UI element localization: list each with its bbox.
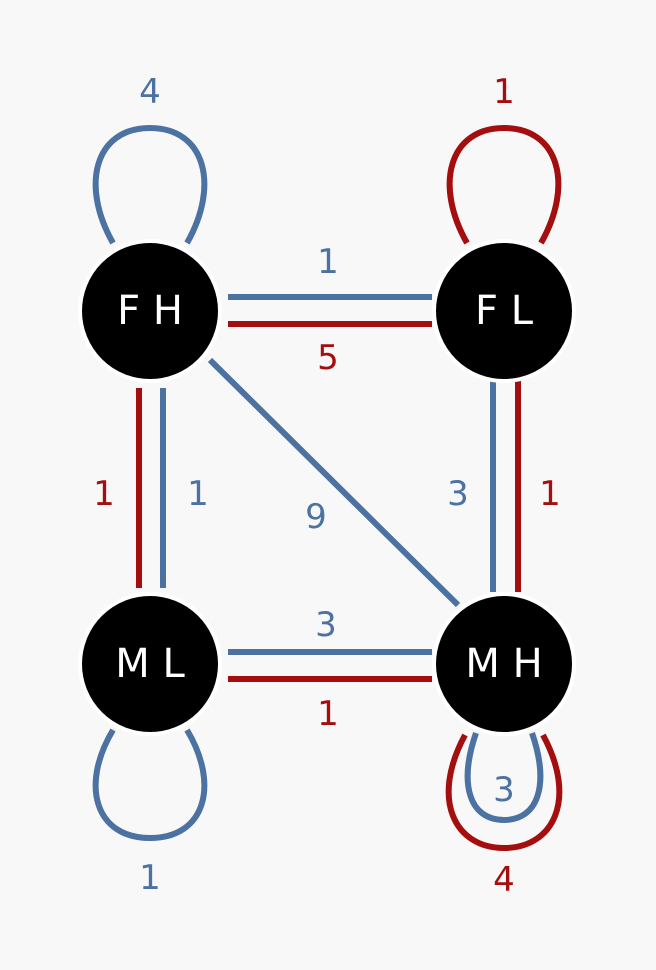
edge-label-mh-loop-blue: 3 <box>493 770 515 810</box>
node-mh-label: M H <box>465 641 542 687</box>
edge-label-ml-mh-blue: 3 <box>315 605 337 645</box>
edge-label-ml-mh-red: 1 <box>317 694 339 734</box>
node-ml-label: M L <box>115 641 185 687</box>
edge-loop-fl-red <box>446 124 562 245</box>
edge-label-mh-loop-red: 4 <box>493 860 515 900</box>
node-fl-label: F L <box>475 288 534 334</box>
node-fh: F H <box>78 239 222 383</box>
edge-fh-mh-blue <box>207 357 461 608</box>
edge-label-fl-loop: 1 <box>493 72 515 112</box>
node-ml: M L <box>78 592 222 736</box>
edge-label-ml-loop: 1 <box>139 858 161 898</box>
edge-label-fh-fl-blue: 1 <box>317 242 339 282</box>
edge-label-fl-mh-red: 1 <box>539 474 561 514</box>
edge-label-fh-mh: 9 <box>305 497 327 537</box>
node-fl: F L <box>432 239 576 383</box>
node-fh-label: F H <box>117 288 183 334</box>
edge-label-fh-ml-blue: 1 <box>187 474 209 514</box>
edge-label-fl-mh-blue: 3 <box>447 474 469 514</box>
edge-label-fh-loop: 4 <box>139 72 161 112</box>
node-mh: M H <box>432 592 576 736</box>
edge-loop-fh-blue <box>92 124 208 245</box>
edge-loop-ml-blue <box>92 728 208 842</box>
edge-label-fh-ml-red: 1 <box>93 474 115 514</box>
edge-loop-mh-blue <box>464 732 544 824</box>
edge-loop-mh-red <box>445 733 563 852</box>
edge-label-fh-fl-red: 5 <box>317 338 339 378</box>
